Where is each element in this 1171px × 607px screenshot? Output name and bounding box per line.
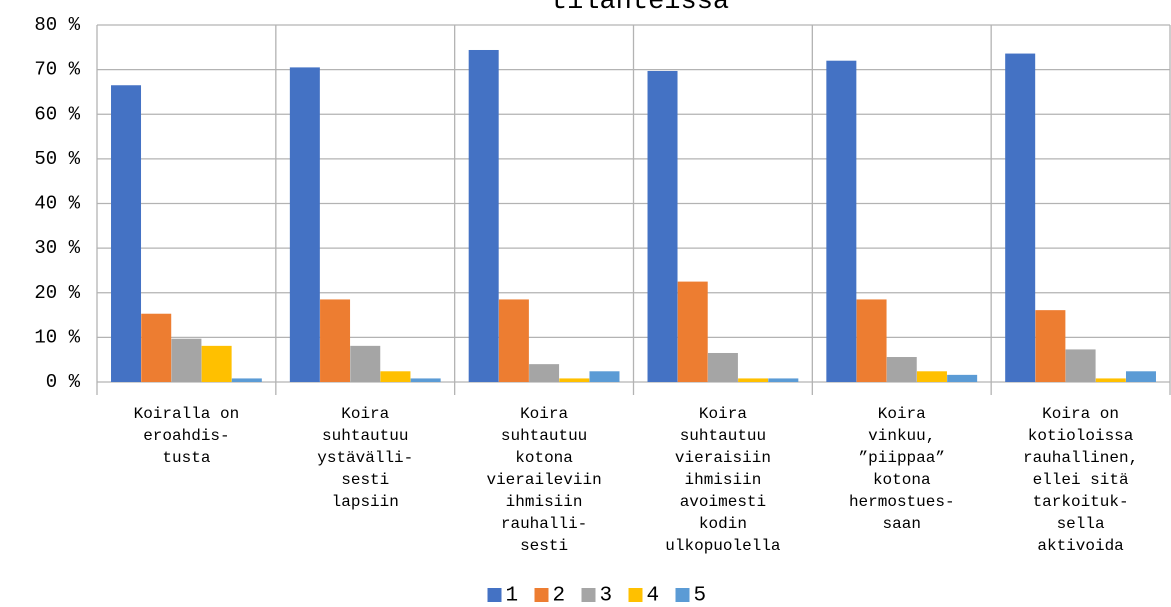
legend-swatch [581,588,596,602]
x-tick-label: rauhalli- [501,515,587,533]
x-tick-label: Koira [341,405,389,423]
x-tick-label: eroahdis- [143,427,229,445]
bar [171,338,202,382]
bar [498,299,529,382]
x-tick-label: ystävälli- [317,449,413,467]
legend-swatch [628,588,643,602]
bar [738,378,769,382]
bar [529,364,560,382]
x-tick-label: ulkopuolella [665,537,781,555]
x-tick-label: Koiralla on [134,405,240,423]
bar [468,49,499,383]
bar [1125,371,1156,382]
legend-label: 3 [600,585,613,607]
legend-swatch [487,588,502,602]
x-tick-label: suhtautuu [501,427,587,445]
legend-label: 2 [553,585,566,607]
bar [350,345,381,382]
x-tick-label: sesti [520,537,568,555]
x-tick-label: vieraileviin [486,471,601,489]
x-tick-label: ”piippaa” [859,449,945,467]
x-tick-label: kodin [699,515,747,533]
bar [1095,378,1126,382]
x-tick-label: tarkoituk- [1033,493,1129,511]
x-tick-label: lapsiin [332,493,399,511]
x-tick-label: ellei sitä [1033,471,1129,489]
x-tick-label: kotioloissa [1028,427,1134,445]
bar [111,85,142,383]
y-tick-label: 50 % [34,148,80,170]
bar [589,371,620,382]
y-tick-label: 10 % [34,326,80,348]
x-tick-label: vinkuu, [868,427,935,445]
bar [201,345,232,382]
x-tick-label: tusta [162,449,210,467]
x-tick-label: ihmisiin [685,471,762,489]
y-tick-label: 40 % [34,193,80,215]
x-tick-label: avoimesti [680,493,766,511]
bar [826,60,857,382]
x-tick-label: saan [883,515,921,533]
bar [380,371,411,382]
x-tick-label: Koira [878,405,926,423]
legend-label: 4 [647,585,660,607]
bar [947,374,978,382]
bar [559,378,590,382]
legend-swatch [675,588,690,602]
x-tick-label: vieraisiin [675,449,771,467]
bar [289,67,320,383]
y-tick-label: 60 % [34,103,80,125]
y-tick-label: 20 % [34,282,80,304]
bar [707,352,738,382]
bar [677,281,708,382]
x-tick-label: sesti [341,471,389,489]
bar [1035,310,1066,382]
bar [916,371,947,382]
bar [886,357,917,382]
bar [141,313,172,382]
bar [320,299,351,382]
x-tick-label: Koira on [1042,405,1119,423]
bar [1005,53,1036,383]
x-tick-label: Koira [699,405,747,423]
bar [768,378,799,382]
x-tick-label: kotona [873,471,931,489]
x-tick-label: sella [1057,515,1105,533]
x-tick-label: hermostues- [849,493,955,511]
bar [647,70,678,383]
legend-label: 1 [506,585,519,607]
chart-title: tilanteissa [551,0,729,17]
bar [856,299,887,382]
x-tick-label: Koira [520,405,568,423]
y-tick-label: 0 % [46,371,81,393]
x-tick-label: suhtautuu [680,427,766,445]
x-tick-label: aktivoida [1037,537,1124,555]
x-tick-label: kotona [515,449,573,467]
y-tick-label: 80 % [34,14,80,36]
bar [410,378,441,382]
x-tick-label: suhtautuu [322,427,408,445]
bar [1065,349,1096,382]
x-tick-label: ihmisiin [506,493,583,511]
legend-swatch [534,588,549,602]
y-tick-label: 70 % [34,59,80,81]
x-tick-label: rauhallinen, [1023,449,1138,467]
legend-label: 5 [694,585,707,607]
y-tick-label: 30 % [34,237,80,259]
bar [231,378,262,382]
